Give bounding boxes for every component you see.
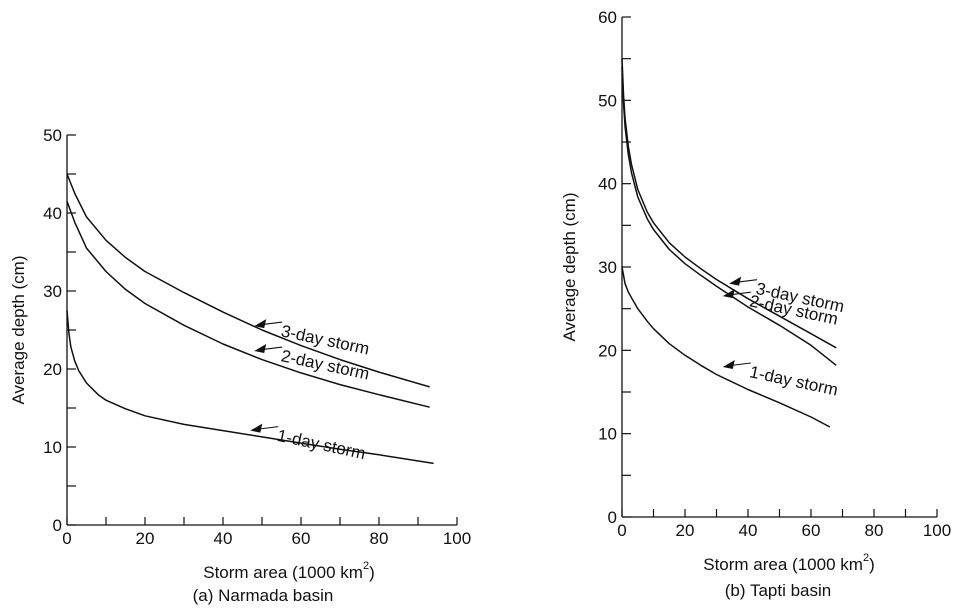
tapti-y-tick-label-0: 0 [608, 508, 617, 527]
tapti-y-axis-title: Average depth (cm) [560, 193, 579, 342]
tapti-y-tick-label-50: 50 [598, 91, 617, 110]
tapti-y-tick-label-20: 20 [598, 341, 617, 360]
tapti-series-3-day-storm [621, 58, 837, 349]
narmada-y-tick-label-40: 40 [43, 204, 62, 223]
narmada-y-tick-label-10: 10 [43, 438, 62, 457]
tapti-y-tick-label-10: 10 [598, 425, 617, 444]
narmada-series-2-day-storm [66, 201, 430, 408]
narmada-y-tick-label-20: 20 [43, 360, 62, 379]
narmada-x-tick-label-100: 100 [443, 529, 471, 548]
narmada-x-axis-title: Storm area (1000 km2) [203, 560, 374, 582]
tapti-series-1-day-storm [621, 266, 831, 428]
narmada-x-tick-label-20: 20 [136, 529, 155, 548]
narmada-arrowhead-2-day-storm [254, 344, 267, 354]
chart-tapti-basin: 0 20 40 60 80 100 0 10 20 30 40 50 60 Average depth (… [560, 8, 951, 600]
narmada-arrowhead-3-day-storm [254, 319, 267, 329]
narmada-x-tick-label-40: 40 [214, 529, 233, 548]
chart-narmada-basin: 0 20 40 60 80 100 0 10 20 30 40 50 Average depth (cm… [9, 126, 471, 605]
tapti-x-tick-label-80: 80 [865, 521, 884, 540]
narmada-x-tick-label-60: 60 [292, 529, 311, 548]
tapti-x-tick-label-20: 20 [676, 521, 695, 540]
tapti-x-axis-title: Storm area (1000 km2) [703, 552, 874, 574]
tapti-series-2-day-storm [621, 66, 837, 366]
tapti-y-tick-label-60: 60 [598, 8, 617, 27]
narmada-label-1-day-storm: 1-day storm [275, 426, 367, 463]
narmada-series-3-day-storm [66, 173, 430, 388]
tapti-x-tick-label-0: 0 [617, 521, 626, 540]
tapti-arrowhead-3-day-storm [729, 276, 742, 286]
narmada-caption: (a) Narmada basin [193, 586, 334, 605]
narmada-y-tick-label-50: 50 [43, 126, 62, 145]
tapti-x-tick-label-40: 40 [739, 521, 758, 540]
narmada-arrowhead-1-day-storm [250, 423, 263, 433]
narmada-y-tick-label-0: 0 [53, 516, 62, 535]
tapti-label-1-day-storm: 1-day storm [748, 362, 840, 399]
tapti-arrowhead-2-day-storm [722, 289, 735, 299]
tapti-x-tick-label-100: 100 [923, 521, 951, 540]
narmada-series-1-day-storm [66, 310, 434, 465]
tapti-y-tick-label-40: 40 [598, 175, 617, 194]
tapti-x-tick-label-60: 60 [802, 521, 821, 540]
narmada-x-tick-label-0: 0 [62, 529, 71, 548]
tapti-y-tick-label-30: 30 [598, 258, 617, 277]
narmada-y-tick-label-30: 30 [43, 282, 62, 301]
tapti-caption: (b) Tapti basin [725, 581, 831, 600]
tapti-arrowhead-1-day-storm [722, 360, 735, 369]
narmada-x-tick-label-80: 80 [370, 529, 389, 548]
narmada-y-axis-title: Average depth (cm) [9, 256, 28, 405]
